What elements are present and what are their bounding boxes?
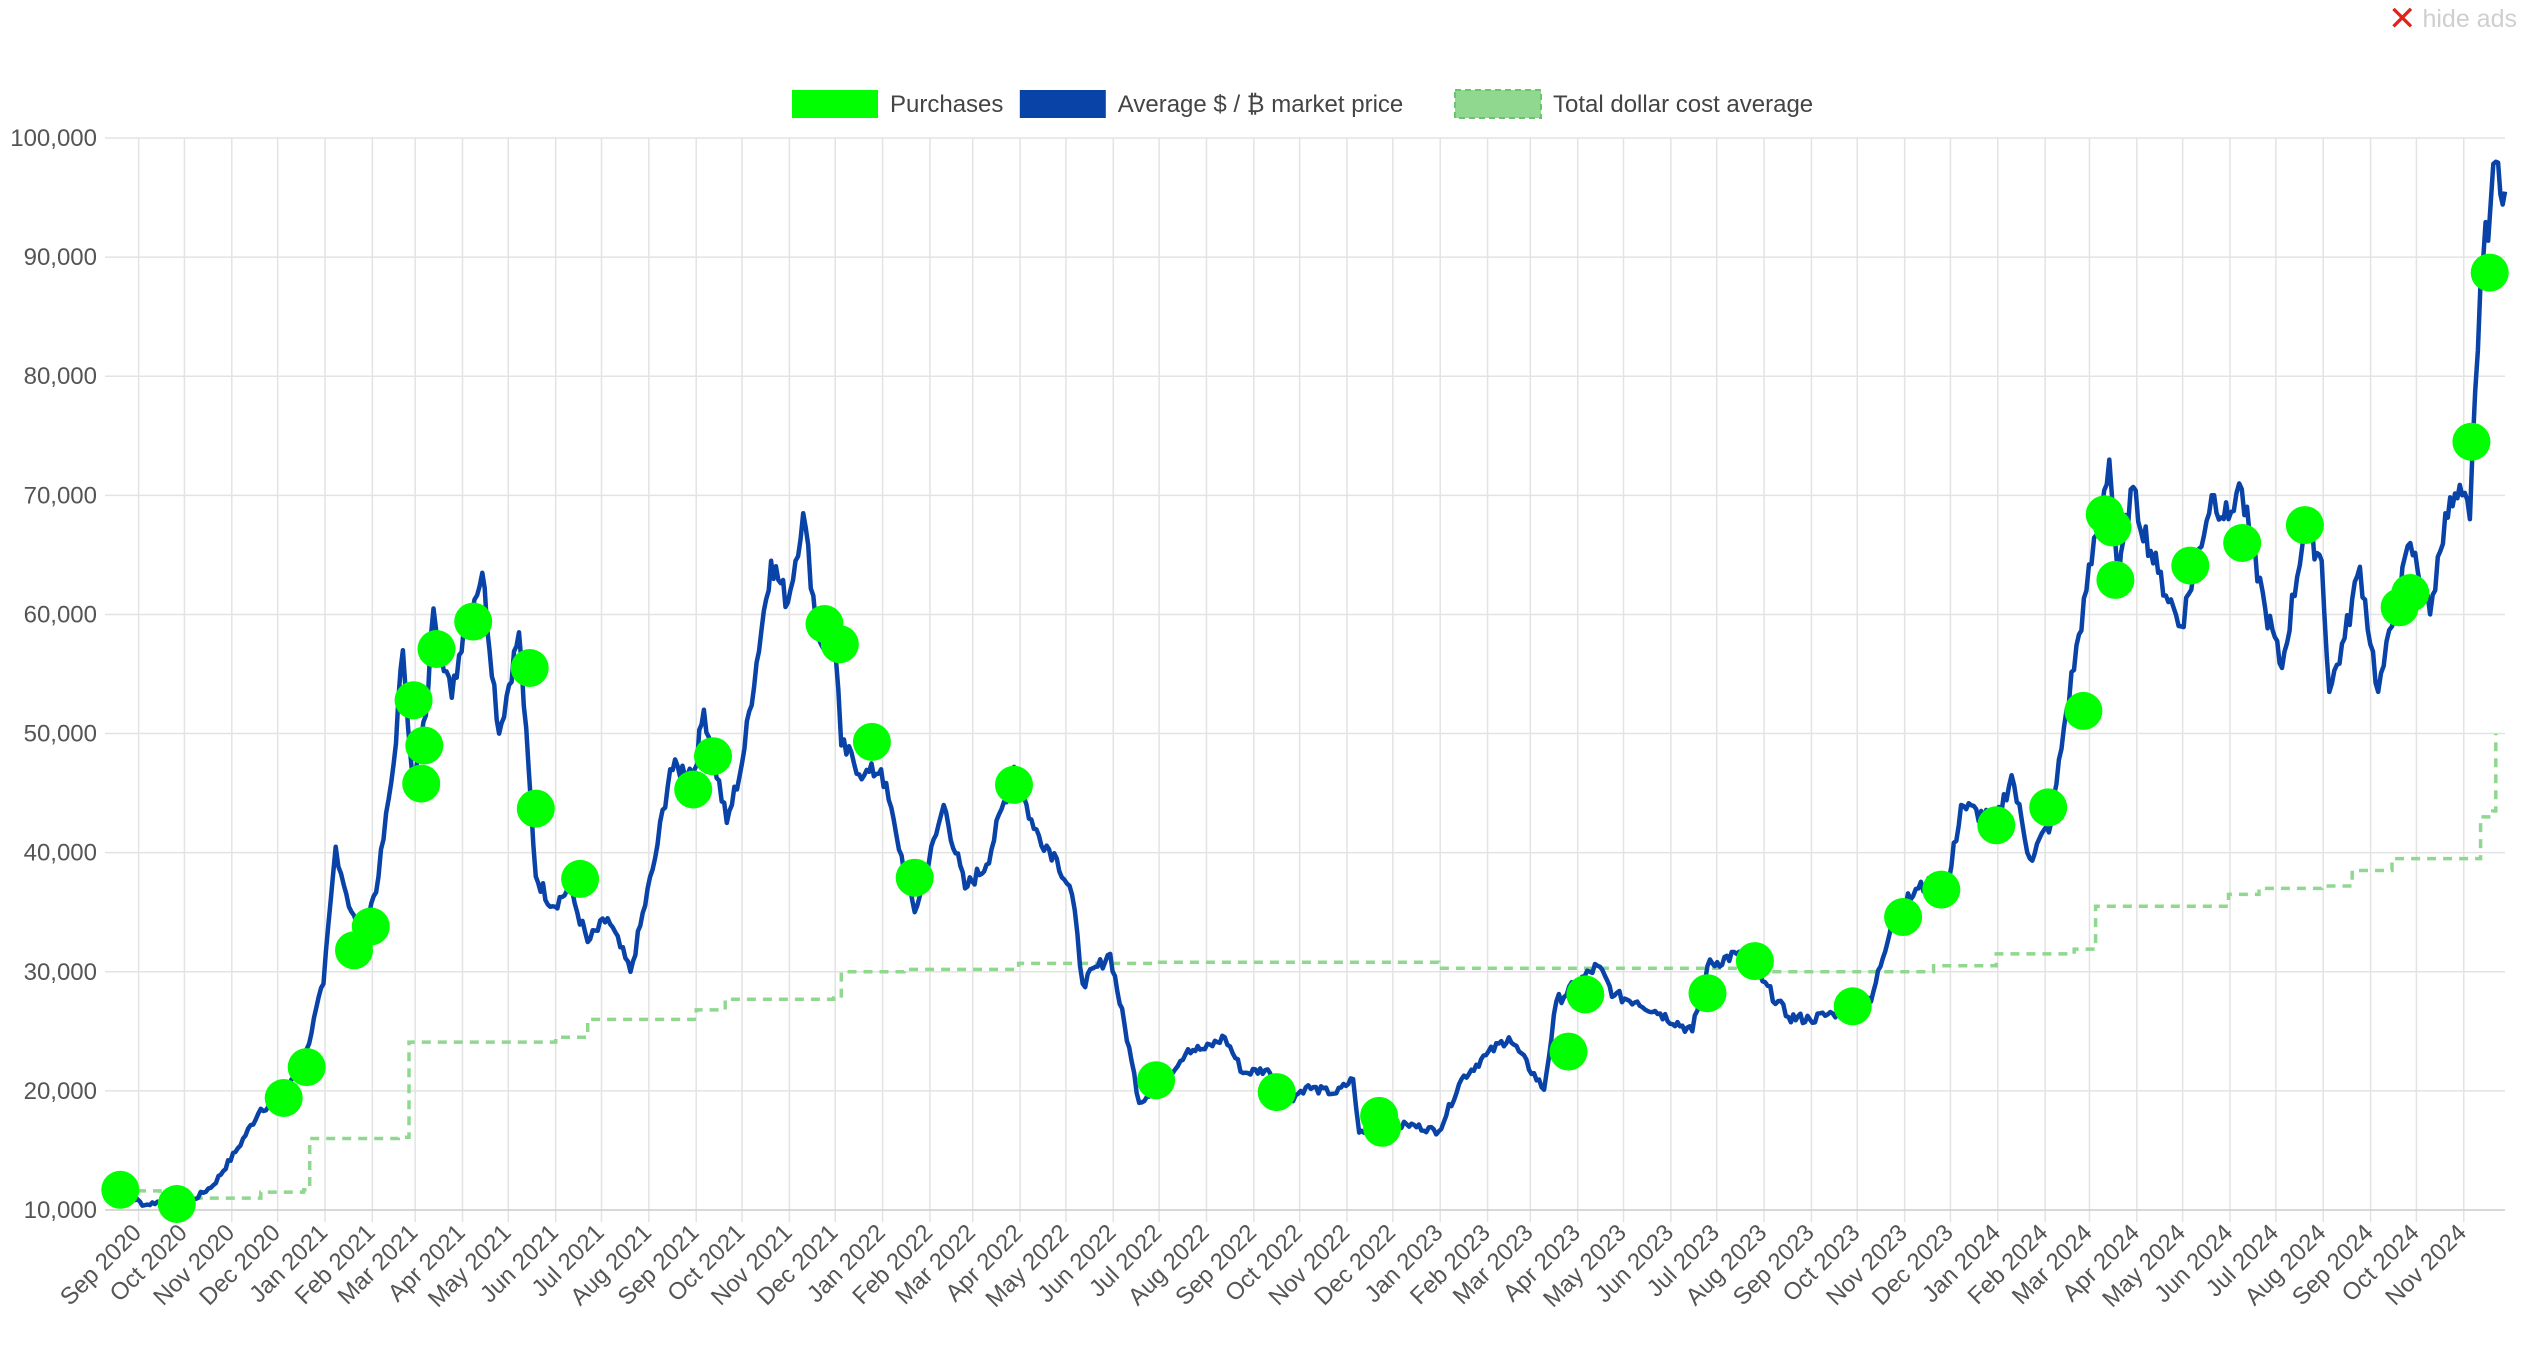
purchase-point: [1735, 942, 1774, 981]
purchases-series-group: [101, 253, 2509, 1223]
purchase-point: [264, 1079, 303, 1117]
purchase-point: [1137, 1061, 1176, 1100]
purchase-point: [1884, 898, 1923, 936]
purchase-point: [287, 1048, 326, 1087]
purchase-point: [2391, 574, 2430, 612]
dca-series-group: [105, 733, 2498, 1200]
purchase-point: [2096, 560, 2135, 599]
purchase-point: [2064, 691, 2103, 730]
purchase-point: [2029, 788, 2068, 827]
legend-label: Average $ / ₿ market price: [1118, 91, 1403, 118]
close-x-icon: ✕: [2387, 0, 2417, 38]
purchase-point: [995, 765, 1033, 804]
purchase-point: [1977, 806, 2016, 845]
legend-label: Total dollar cost average: [1553, 91, 1813, 118]
dca-line: [105, 733, 2498, 1200]
y-tick-label: 70,000: [24, 482, 97, 509]
hide-ads-label: hide ads: [2422, 4, 2517, 33]
y-tick-label: 30,000: [24, 959, 97, 986]
purchase-point: [405, 726, 444, 765]
purchase-point: [2285, 506, 2324, 545]
purchase-point: [1688, 974, 1727, 1013]
purchase-point: [516, 789, 555, 828]
y-tick-label: 10,000: [24, 1197, 97, 1224]
y-tick-label: 100,000: [10, 125, 97, 152]
purchase-point: [820, 625, 859, 664]
y-tick-label: 50,000: [24, 721, 97, 748]
chart-legend: Purchases Average $ / ₿ market price Total…: [792, 89, 1813, 119]
purchase-point: [1257, 1073, 1296, 1112]
purchase-point: [1922, 870, 1961, 909]
y-tick-label: 20,000: [24, 1078, 97, 1105]
purchase-point: [561, 859, 600, 898]
legend-swatch: [1019, 90, 1106, 118]
y-tick-label: 90,000: [24, 244, 97, 271]
purchase-point: [417, 630, 456, 668]
price-series-group: [104, 159, 2508, 1208]
purchase-point: [2223, 524, 2262, 562]
y-tick-label: 80,000: [24, 363, 97, 390]
y-tick-label: 40,000: [24, 840, 97, 867]
hide-ads-button[interactable]: ✕ hide ads: [2388, 2, 2517, 36]
purchase-point: [402, 764, 441, 803]
y-axis: 10,000 20,000 30,000 40,000 50,000 60,000 70,0…: [10, 125, 97, 1224]
legend-swatch: [1454, 89, 1542, 119]
legend-swatch: [792, 90, 878, 118]
purchase-point: [510, 649, 549, 687]
y-tick-label: 60,000: [24, 601, 97, 628]
purchase-point: [2452, 422, 2491, 461]
purchase-point: [1566, 975, 1605, 1014]
purchase-point: [394, 681, 433, 720]
price-line: [104, 159, 2508, 1208]
purchase-point: [852, 722, 891, 761]
purchase-point: [157, 1185, 196, 1223]
purchase-point: [1833, 987, 1872, 1026]
purchase-point: [694, 737, 732, 776]
chart-grid: [105, 137, 2505, 1222]
purchase-point: [2171, 546, 2210, 585]
purchase-point: [454, 602, 493, 641]
purchase-point: [895, 858, 934, 897]
purchase-point: [351, 907, 390, 946]
purchase-point: [101, 1170, 140, 1209]
purchase-point: [674, 770, 713, 809]
purchase-point: [2093, 508, 2132, 547]
purchase-point: [1363, 1108, 1402, 1147]
legend-label: Purchases: [890, 91, 1003, 118]
purchase-point: [2470, 253, 2509, 292]
purchase-point: [1549, 1032, 1588, 1071]
